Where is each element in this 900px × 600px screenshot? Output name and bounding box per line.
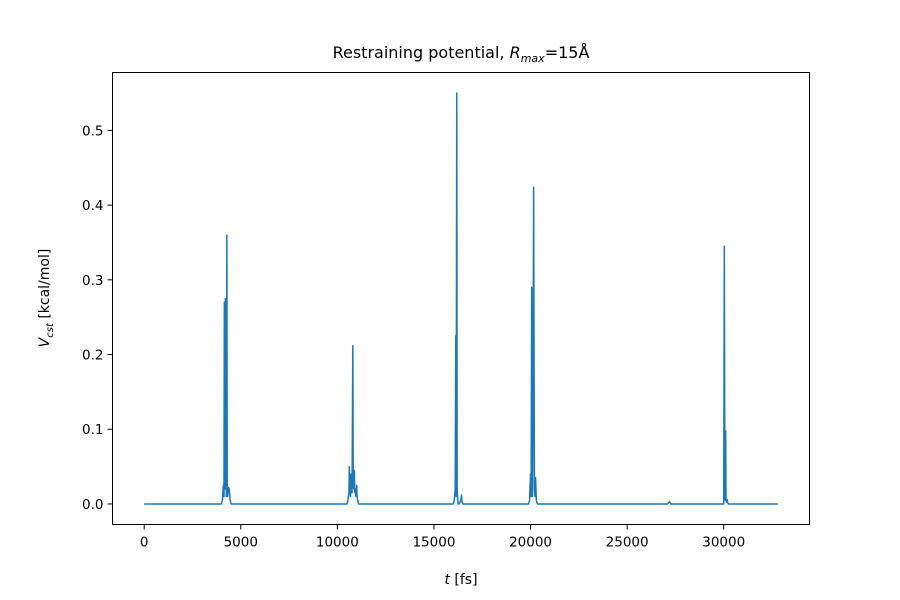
x-axis-label: t [fs] — [444, 572, 477, 588]
chart-title-sub: max — [521, 52, 545, 65]
x-tick-label: 5000 — [224, 535, 258, 551]
y-tick-label: 0.3 — [82, 273, 103, 289]
y-tick-label: 0.0 — [82, 497, 103, 513]
series-line-0 — [144, 92, 778, 505]
y-tick-label: 0.2 — [82, 348, 103, 364]
x-tick-label: 10000 — [316, 535, 359, 551]
y-axis-label-unit: [kcal/mol] — [37, 249, 53, 323]
plot-area — [144, 92, 778, 505]
x-tick-label: 20000 — [509, 535, 552, 551]
plot-frame — [112, 72, 810, 525]
chart-title-var: R — [510, 43, 521, 62]
x-tick-label: 25000 — [606, 535, 649, 551]
x-tick-label: 30000 — [702, 535, 745, 551]
y-axis-label-sub: cst — [45, 322, 56, 338]
x-tick-label: 0 — [140, 535, 149, 551]
axis-ticks: 0 5000 10000 15000 20000 25000 30000 0.0 0.1 0.2 0… — [82, 123, 745, 550]
chart-title-suffix: =15Å — [545, 43, 590, 62]
chart-title: Restraining potential, Rmax=15Å — [333, 43, 590, 65]
chart-title-prefix: Restraining potential, — [333, 43, 510, 62]
x-tick-label: 15000 — [412, 535, 455, 551]
y-axis-label-var: V — [37, 336, 53, 347]
y-tick-label: 0.1 — [82, 422, 103, 438]
y-axis-label: Vcst [kcal/mol] — [37, 249, 56, 348]
x-axis-label-unit: [fs] — [450, 572, 478, 588]
x-axis-label-var: t — [444, 572, 450, 588]
y-tick-label: 0.5 — [82, 123, 103, 139]
y-tick-label: 0.4 — [82, 198, 103, 214]
